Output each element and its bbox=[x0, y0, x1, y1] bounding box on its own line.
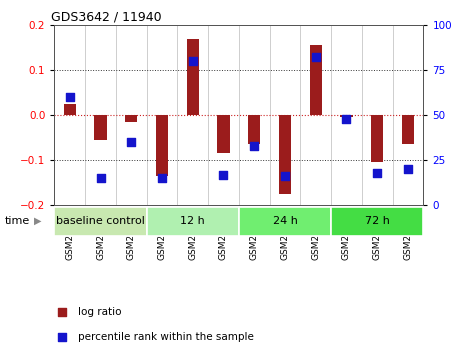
Point bbox=[58, 309, 66, 315]
Point bbox=[96, 176, 104, 181]
FancyBboxPatch shape bbox=[54, 207, 147, 236]
Text: GSM269525: GSM269525 bbox=[311, 205, 320, 260]
Point bbox=[219, 172, 227, 177]
Text: ▶: ▶ bbox=[34, 216, 42, 226]
Bar bbox=[218, 115, 230, 153]
Text: 72 h: 72 h bbox=[365, 216, 390, 225]
Bar bbox=[63, 104, 76, 115]
Point bbox=[158, 176, 166, 181]
Bar bbox=[95, 115, 107, 140]
Point bbox=[128, 139, 135, 145]
Point bbox=[404, 166, 412, 172]
Point bbox=[58, 334, 66, 340]
Bar bbox=[156, 115, 168, 176]
Bar bbox=[310, 45, 322, 115]
Point bbox=[66, 94, 74, 100]
Point bbox=[251, 143, 258, 149]
Text: GSM269507: GSM269507 bbox=[250, 205, 259, 260]
Text: 12 h: 12 h bbox=[180, 216, 205, 225]
Bar bbox=[186, 39, 199, 115]
Text: GSM269534: GSM269534 bbox=[373, 205, 382, 260]
Bar bbox=[341, 115, 353, 117]
Bar bbox=[125, 115, 137, 122]
Point bbox=[189, 58, 197, 64]
Text: baseline control: baseline control bbox=[56, 216, 145, 225]
Text: GDS3642 / 11940: GDS3642 / 11940 bbox=[51, 11, 161, 24]
Text: GSM268255: GSM268255 bbox=[127, 205, 136, 260]
Text: percentile rank within the sample: percentile rank within the sample bbox=[79, 332, 254, 342]
Text: GSM269535: GSM269535 bbox=[403, 205, 412, 260]
Bar bbox=[248, 115, 261, 144]
FancyBboxPatch shape bbox=[331, 207, 423, 236]
Bar bbox=[279, 115, 291, 194]
Text: time: time bbox=[5, 216, 30, 226]
Text: GSM269524: GSM269524 bbox=[280, 205, 289, 260]
Text: GSM268254: GSM268254 bbox=[96, 205, 105, 260]
Bar bbox=[371, 115, 383, 162]
Text: GSM269467: GSM269467 bbox=[158, 205, 166, 260]
FancyBboxPatch shape bbox=[239, 207, 331, 236]
Point bbox=[312, 55, 320, 60]
Bar bbox=[402, 115, 414, 144]
Text: GSM268253: GSM268253 bbox=[65, 205, 74, 260]
Text: GSM269471: GSM269471 bbox=[219, 205, 228, 260]
Point bbox=[374, 170, 381, 176]
FancyBboxPatch shape bbox=[147, 207, 239, 236]
Text: 24 h: 24 h bbox=[272, 216, 298, 225]
Point bbox=[281, 173, 289, 179]
Text: GSM269469: GSM269469 bbox=[188, 205, 197, 260]
Point bbox=[342, 116, 350, 121]
Text: log ratio: log ratio bbox=[79, 307, 122, 317]
Text: GSM269533: GSM269533 bbox=[342, 205, 351, 260]
